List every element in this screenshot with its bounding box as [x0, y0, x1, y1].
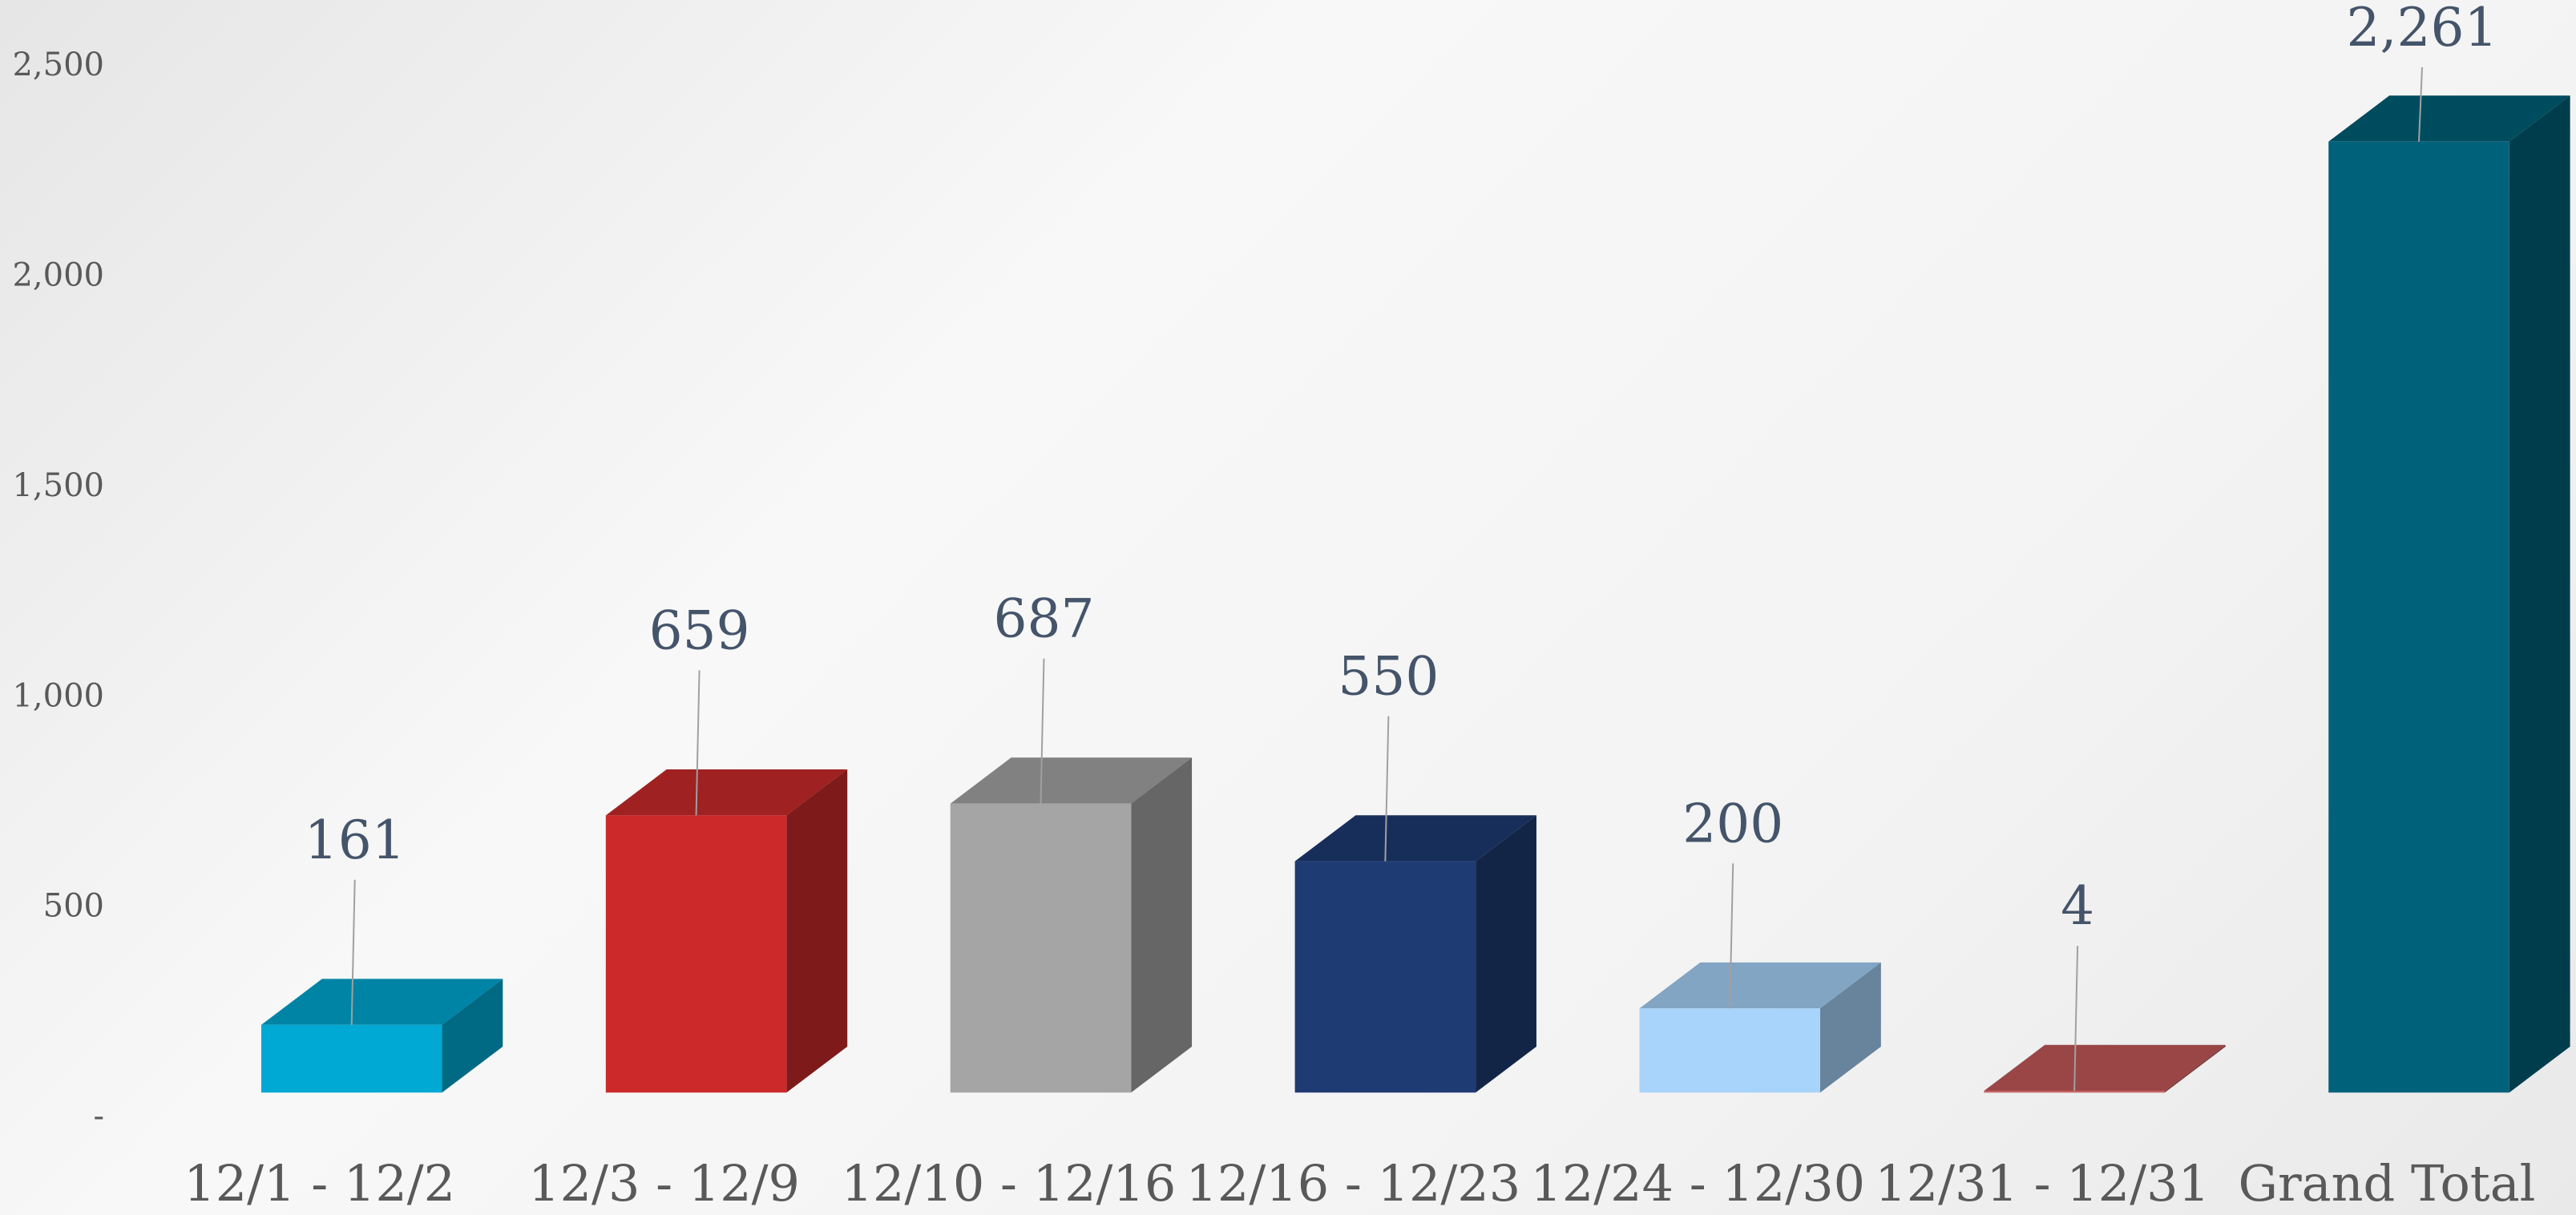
- data-label: 550: [1338, 646, 1439, 708]
- bar-side: [786, 769, 848, 1093]
- bar: [1984, 1091, 2165, 1093]
- bar: [1294, 861, 1476, 1093]
- x-tick-label: 12/31 - 12/31: [1875, 1154, 2210, 1213]
- bar-side: [1476, 815, 1536, 1093]
- bar-side: [2509, 95, 2570, 1093]
- bar: [2328, 141, 2509, 1093]
- bar-side: [442, 979, 503, 1093]
- data-label: 659: [649, 599, 750, 661]
- y-tick-label: 2,500: [12, 46, 104, 83]
- data-label: 687: [993, 588, 1094, 650]
- y-tick-label: 500: [43, 888, 104, 925]
- data-label: 161: [305, 809, 406, 871]
- y-tick-label: 2,000: [12, 256, 104, 293]
- bar-side: [2164, 1044, 2226, 1093]
- bar: [1639, 1008, 1820, 1093]
- bar: [950, 803, 1132, 1093]
- data-label: 2,261: [2347, 0, 2498, 59]
- y-tick-label: -: [93, 1098, 104, 1135]
- bar-side: [1819, 962, 1881, 1093]
- bar-top: [260, 979, 503, 1025]
- bar-top: [1639, 962, 1881, 1009]
- bar: [260, 1024, 442, 1093]
- leader-line: [1729, 863, 1734, 1009]
- x-tick-label: 12/24 - 12/30: [1530, 1154, 1865, 1213]
- x-tick-label: 12/16 - 12/23: [1185, 1154, 1520, 1213]
- bar-top: [2328, 95, 2570, 142]
- bar: [605, 815, 787, 1093]
- bar-top: [1984, 1044, 2226, 1092]
- bar-top: [605, 769, 848, 816]
- leader-line: [695, 670, 701, 816]
- data-label: 4: [2061, 875, 2094, 937]
- leader-line: [1040, 658, 1045, 804]
- leader-line: [350, 879, 356, 1025]
- y-tick-label: 1,500: [12, 467, 104, 504]
- bar-top: [1294, 815, 1536, 862]
- x-tick-label: 12/10 - 12/16: [842, 1154, 1177, 1213]
- bar-side: [1131, 757, 1193, 1093]
- x-tick-label: 12/3 - 12/9: [528, 1154, 800, 1213]
- x-tick-label: Grand Total: [2238, 1154, 2535, 1213]
- leader-line: [2418, 67, 2424, 142]
- leader-line: [2073, 946, 2079, 1092]
- x-tick-label: 12/1 - 12/2: [184, 1154, 455, 1213]
- leader-line: [1384, 716, 1390, 862]
- bar-top: [950, 757, 1193, 804]
- y-tick-label: 1,000: [12, 677, 104, 714]
- data-label: 200: [1682, 793, 1783, 854]
